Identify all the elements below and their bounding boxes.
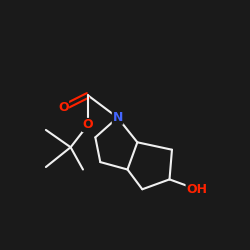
Text: O: O	[82, 118, 93, 132]
Text: OH: OH	[186, 183, 207, 196]
Text: N: N	[112, 111, 123, 124]
Text: O: O	[58, 101, 68, 114]
